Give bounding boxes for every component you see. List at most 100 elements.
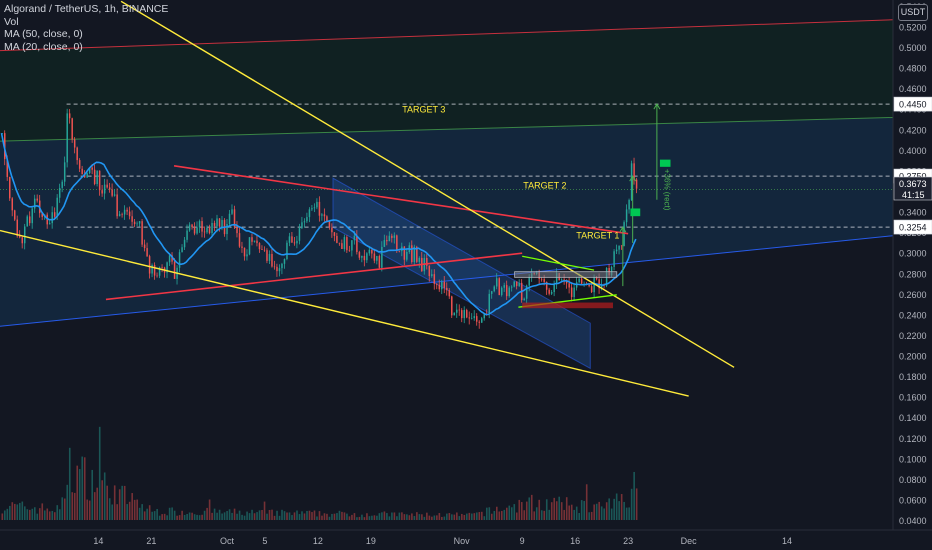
upper-red-line	[0, 19, 894, 52]
candle-body	[443, 281, 446, 288]
candle-body	[515, 281, 518, 286]
volume-bar	[168, 507, 171, 520]
candle-body	[568, 283, 570, 288]
volume-bar	[483, 516, 486, 520]
candle-body	[328, 221, 331, 228]
candle-body	[391, 235, 393, 238]
volume-bar	[523, 510, 526, 520]
volume-bar	[398, 512, 401, 520]
candle-body	[580, 278, 583, 284]
price-tick-label: 0.1600	[899, 393, 927, 403]
target-price-box	[893, 219, 932, 235]
volume-bar	[358, 516, 361, 520]
volume-bar	[216, 512, 218, 520]
volume-bar	[158, 515, 161, 520]
volume-bar	[273, 515, 276, 520]
volume-bar	[578, 512, 581, 520]
volume-bar	[108, 498, 111, 520]
volume-bar	[403, 514, 406, 520]
volume-bar	[411, 513, 413, 520]
volume-bar	[560, 502, 563, 520]
volume-bar	[518, 499, 521, 520]
candle-body	[368, 249, 371, 254]
volume-bar	[500, 510, 503, 520]
date-tick-label: 9	[520, 536, 525, 546]
volume-bar	[333, 513, 336, 520]
volume-bar	[406, 514, 408, 520]
volume-bar	[505, 507, 508, 520]
volume-bar	[605, 502, 608, 520]
candle-body	[553, 284, 555, 293]
candle-body	[333, 232, 336, 236]
volume-bar	[223, 512, 226, 520]
volume-bar	[428, 515, 431, 520]
volume-bar	[615, 493, 618, 520]
volume-bar	[93, 492, 96, 520]
volume-bar	[118, 489, 121, 520]
volume-bar	[296, 510, 298, 520]
candle-body	[166, 262, 168, 273]
candle-body	[393, 235, 396, 238]
volume-bar	[271, 509, 273, 520]
volume-bar	[490, 513, 493, 520]
candle-body	[58, 187, 61, 198]
volume-bar	[38, 508, 41, 520]
candle-body	[618, 245, 620, 250]
ma20-legend: MA (20, close, 0)	[4, 40, 83, 53]
volume-bar	[453, 514, 456, 520]
volume-bar	[163, 513, 166, 520]
red-support-line	[105, 252, 523, 301]
candle-body	[373, 253, 376, 261]
candle-body	[138, 221, 141, 224]
price-tick-label: 0.0400	[899, 516, 927, 526]
volume-bar	[191, 512, 193, 520]
candle-body	[381, 246, 383, 268]
candle-body	[610, 266, 613, 276]
candle-body	[468, 317, 471, 319]
volume-bar	[303, 513, 306, 520]
candle-body	[148, 256, 151, 274]
volume-bar	[381, 512, 383, 520]
candle-body	[590, 286, 593, 293]
volume-bar	[538, 499, 541, 520]
volume-bar	[161, 514, 163, 520]
volume-bar	[328, 516, 331, 520]
candle-body	[161, 267, 163, 268]
candle-body	[23, 226, 26, 244]
currency-button[interactable]: USDT	[898, 4, 928, 21]
volume-bar	[461, 513, 463, 520]
volume-bar	[231, 512, 233, 520]
volume-bar	[311, 512, 313, 520]
volume-bar	[183, 514, 186, 520]
price-tick-label: 0.2800	[899, 269, 927, 279]
candle-body	[66, 113, 68, 163]
candle-body	[56, 197, 58, 217]
volume-bar	[421, 514, 423, 520]
candle-body	[186, 230, 188, 240]
candle-body	[448, 290, 451, 297]
candle-body	[411, 245, 413, 263]
volume-bar	[111, 504, 113, 520]
rising-channel-zone	[0, 117, 893, 327]
candle-body	[263, 249, 266, 251]
candle-body	[201, 221, 203, 232]
candle-body	[31, 208, 33, 224]
volume-bar	[58, 509, 61, 520]
candle-body	[418, 257, 421, 262]
volume-bar	[528, 497, 531, 520]
candle-body	[9, 176, 11, 199]
candle-body	[498, 278, 500, 296]
volume-legend: Vol	[4, 15, 19, 28]
volume-bar	[66, 484, 69, 520]
candle-body	[461, 310, 463, 319]
volume-bar	[575, 506, 578, 520]
volume-bar	[73, 492, 76, 520]
volume-bar	[423, 516, 426, 520]
volume-bar	[46, 508, 49, 520]
target1-arrow-head	[619, 226, 627, 233]
date-tick-label: 14	[93, 536, 103, 546]
volume-bar	[376, 515, 378, 520]
candle-body	[628, 200, 630, 210]
volume-bar	[68, 447, 71, 520]
